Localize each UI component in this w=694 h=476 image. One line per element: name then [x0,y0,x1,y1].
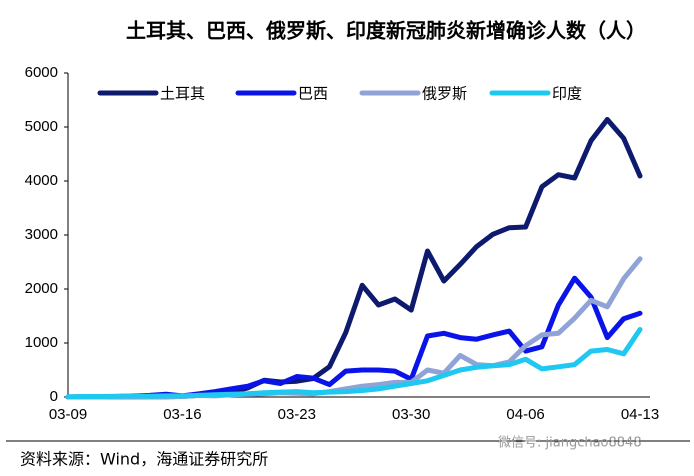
line-series [65,327,643,400]
source: 资料来源：Wind，海通证券研究所 [20,450,268,469]
x-tick-label: 03-16 [163,406,201,423]
x-tick-label: 03-23 [278,406,316,423]
y-tick-label: 1000 [25,334,58,351]
y-tick-label: 4000 [25,172,58,189]
y-tick-label: 6000 [25,64,58,81]
y-tick-label: 5000 [25,118,58,135]
watermark: 微信号: jiangchao8848 [498,436,642,451]
y-tick-label: 2000 [25,280,58,297]
legend-label: 土耳其 [160,85,205,103]
y-tick-label: 0 [50,388,58,405]
x-tick-label: 04-13 [621,406,659,423]
legend-label: 俄罗斯 [422,85,467,103]
line-series [65,256,643,400]
x-tick-label: 04-06 [506,406,544,423]
chart-title: 土耳其、巴西、俄罗斯、印度新冠肺炎新增确诊人数（人） [126,19,646,43]
y-tick-label: 3000 [25,226,58,243]
x-tick-label: 03-30 [392,406,430,423]
legend-label: 印度 [552,85,582,103]
line-series [65,275,643,400]
x-tick-label: 03-09 [49,406,87,423]
line-series [65,117,643,400]
legend-label: 巴西 [298,85,328,103]
